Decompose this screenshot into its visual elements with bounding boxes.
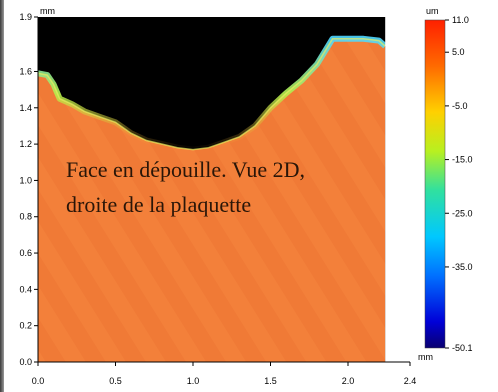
- y-tick-label: 0.2: [19, 321, 32, 331]
- x-tick-label: 1.5: [264, 376, 277, 386]
- x-tick-label: 0.0: [32, 376, 45, 386]
- y-tick-label: 0.6: [19, 248, 32, 258]
- y-tick-label: 1.0: [19, 175, 32, 185]
- x-tick-label: 0.5: [109, 376, 122, 386]
- outside-region: [385, 17, 410, 362]
- y-tick-label: 1.6: [19, 66, 32, 76]
- y-axis-unit: mm: [40, 6, 55, 16]
- y-tick-label: 1.2: [19, 139, 32, 149]
- annotation-line-1: Face en dépouille. Vue 2D,: [66, 157, 305, 182]
- x-tick-label: 1.0: [187, 376, 200, 386]
- y-tick-label: 1.4: [19, 103, 32, 113]
- y-tick-label: 0.4: [19, 284, 32, 294]
- colorbar-tick-label: -5.0: [452, 101, 468, 111]
- colorbar-scale: [424, 19, 446, 349]
- annotation-line-2: droite de la plaquette: [66, 192, 251, 217]
- colorbar-tick-label: -25.0: [452, 208, 473, 218]
- notch-edge: [38, 38, 386, 151]
- colorbar-tick-label: 5.0: [452, 47, 465, 57]
- y-tick-label: 0.0: [19, 357, 32, 367]
- colorbar-tick-label: -15.0: [452, 155, 473, 165]
- x-axis-unit: mm: [418, 352, 433, 362]
- axes: 0.0 0.2 0.4 0.6 0.8 1.0 1.2 1.4 1.6 1.9 0.0 0.5 1.0 1…: [19, 6, 433, 386]
- colorbar-tick-label: -35.0: [452, 262, 473, 272]
- colorbar-tick-label: 11.0: [452, 15, 469, 25]
- y-tick-label: 1.9: [19, 12, 32, 22]
- surface-texture: [38, 38, 386, 362]
- plot-area: [38, 17, 410, 362]
- x-tick-label: 2.4: [404, 376, 417, 386]
- colorbar: um 11.0 5.0 -5.0 -15.0 -25.0 -35.0 -50.1: [424, 6, 473, 353]
- window-edge: [0, 0, 4, 392]
- colorbar-tick-label: -50.1: [452, 343, 473, 353]
- y-tick-label: 0.8: [19, 212, 32, 222]
- x-tick-label: 2.0: [342, 376, 355, 386]
- colorbar-unit: um: [426, 6, 439, 16]
